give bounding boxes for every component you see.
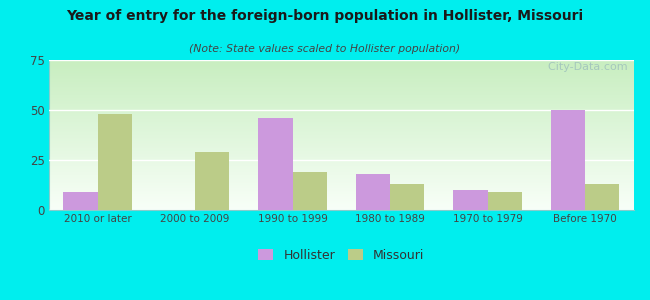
Bar [98,114,131,210]
Bar [551,110,585,210]
Legend: Hollister, Missouri: Hollister, Missouri [254,244,429,267]
Bar [64,192,98,210]
Bar [292,172,326,210]
Bar [488,192,521,210]
Bar [585,184,619,210]
Text: (Note: State values scaled to Hollister population): (Note: State values scaled to Hollister … [189,44,461,53]
Bar [454,190,488,210]
Bar [195,152,229,210]
Text: Year of entry for the foreign-born population in Hollister, Missouri: Year of entry for the foreign-born popul… [66,9,584,23]
Bar [390,184,424,210]
Bar [356,174,390,210]
Bar [259,118,292,210]
Text: City-Data.com: City-Data.com [541,61,628,71]
